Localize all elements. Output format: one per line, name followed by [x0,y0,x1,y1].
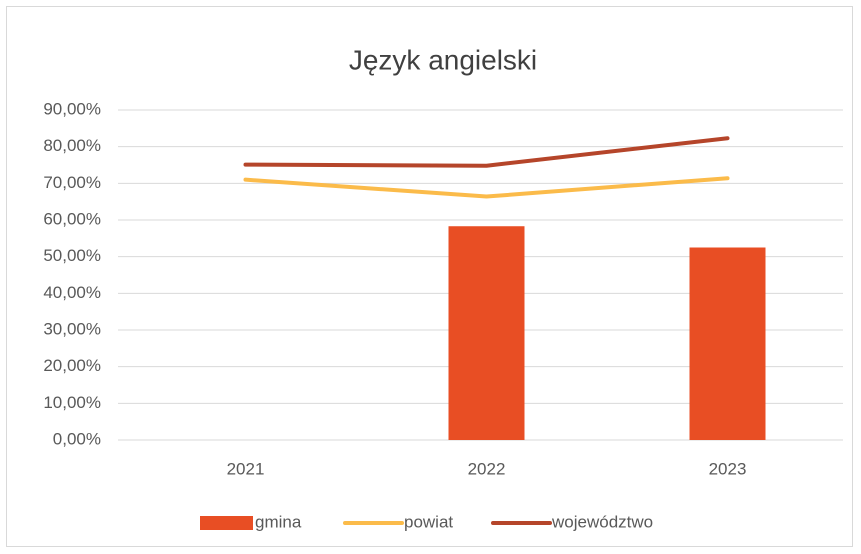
x-tick-label: 2022 [468,459,506,478]
y-tick-label: 0,00% [53,429,101,448]
y-tick-label: 90,00% [43,99,101,118]
chart-title: Język angielski [349,44,537,75]
y-tick-label: 70,00% [43,173,101,192]
y-tick-label: 50,00% [43,246,101,265]
legend-label: gmina [255,512,302,531]
bar [689,247,766,440]
legend-label: województwo [551,512,653,531]
x-tick-label: 2021 [227,459,265,478]
y-tick-label: 80,00% [43,136,101,155]
legend-label: powiat [404,512,453,531]
x-tick-label: 2023 [709,459,747,478]
line [243,136,730,168]
y-tick-label: 60,00% [43,209,101,228]
bar [448,226,525,440]
legend-swatch [200,516,253,530]
line [243,176,730,199]
y-tick-label: 40,00% [43,283,101,302]
y-tick-label: 20,00% [43,356,101,375]
y-tick-label: 10,00% [43,393,101,412]
y-tick-label: 30,00% [43,319,101,338]
